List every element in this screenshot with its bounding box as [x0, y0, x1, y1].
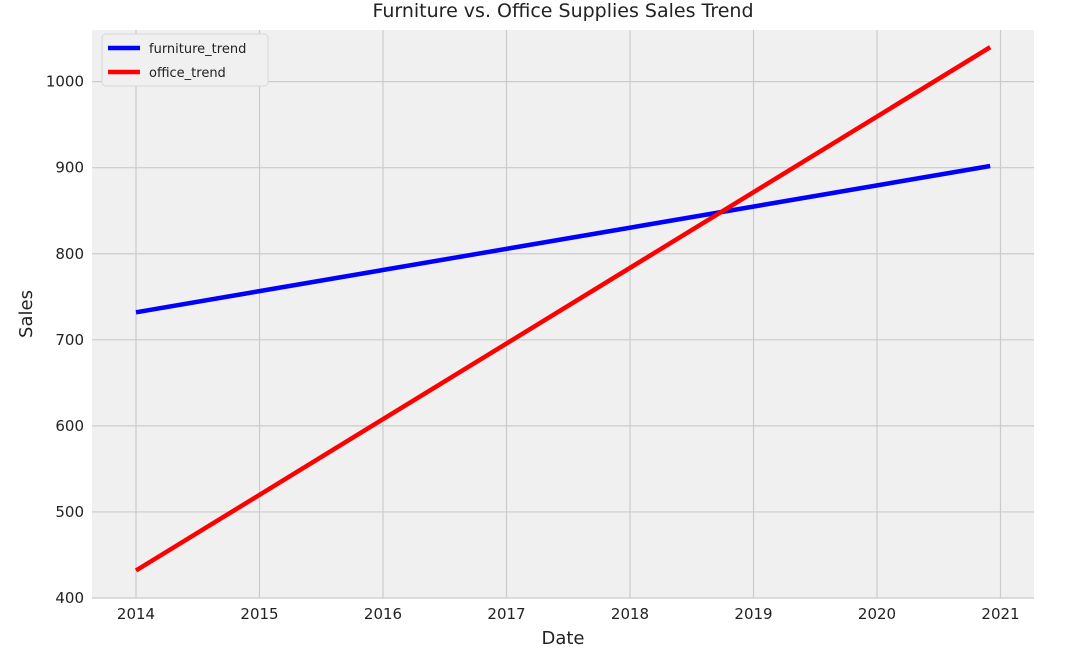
y-tick-label: 900: [55, 159, 84, 177]
y-tick-label: 700: [55, 331, 84, 349]
series-layer: [134, 45, 992, 573]
x-tick-label: 2020: [858, 605, 896, 623]
x-tick-label: 2021: [981, 605, 1019, 623]
legend: furniture_trend office_trend: [101, 33, 269, 87]
y-axis-ticks: 400 500 600 700 800 900 1000: [46, 73, 84, 607]
x-tick-label: 2014: [117, 605, 155, 623]
legend-label-furniture-trend: furniture_trend: [149, 42, 246, 57]
y-axis-title: Sales: [16, 290, 37, 338]
legend-label-office-trend: office_trend: [149, 66, 226, 81]
y-tick-label: 800: [55, 245, 84, 263]
y-tick-label: 500: [55, 503, 84, 521]
chart-title: Furniture vs. Office Supplies Sales Tren…: [372, 0, 753, 22]
x-axis-title: Date: [541, 628, 584, 649]
grid: [92, 30, 1034, 599]
y-tick-label: 400: [55, 589, 84, 607]
legend-entries: furniture_trend office_trend: [108, 42, 246, 81]
x-tick-label: 2018: [611, 605, 649, 623]
series-line-furniture-trend: [135, 163, 991, 315]
series-line-office-trend: [134, 45, 992, 573]
legend-box: [101, 33, 269, 87]
x-tick-label: 2017: [487, 605, 525, 623]
x-tick-label: 2016: [364, 605, 402, 623]
x-tick-label: 2015: [240, 605, 278, 623]
y-tick-label: 1000: [46, 73, 84, 91]
x-tick-label: 2019: [734, 605, 772, 623]
x-axis-ticks: 2014 2015 2016 2017 2018 2019 2020 2021: [117, 605, 1020, 623]
y-tick-label: 600: [55, 417, 84, 435]
